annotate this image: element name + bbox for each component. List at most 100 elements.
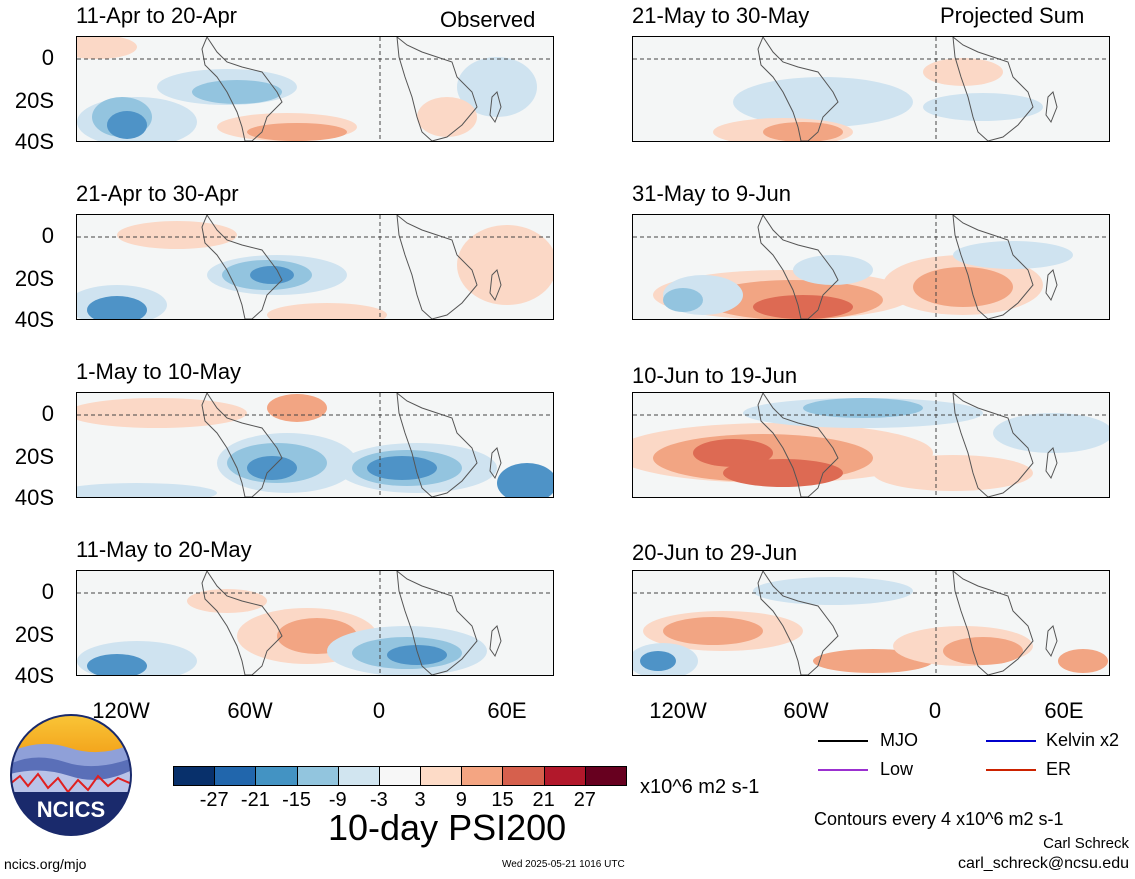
- panel-title-1: 11-Apr to 20-Apr: [76, 3, 238, 28]
- contour-region: [733, 77, 913, 127]
- map-panel-3: [76, 392, 554, 498]
- coastline: [489, 269, 502, 302]
- colorbar-swatch: [173, 766, 216, 786]
- colorbar-swatch: [502, 766, 545, 786]
- lon-label-60e: 60E: [1044, 698, 1084, 723]
- lat-label-20s: 20S: [14, 444, 54, 469]
- contour-region: [993, 413, 1109, 453]
- contour-region: [77, 483, 217, 497]
- coastline: [396, 215, 478, 319]
- colorbar-swatch: [378, 766, 422, 786]
- coastline: [757, 571, 839, 675]
- ncics-logo: NCICS: [10, 714, 132, 836]
- coastline: [1045, 447, 1058, 480]
- colorbar-swatch: [543, 766, 586, 786]
- lat-label-0: 0: [41, 579, 54, 604]
- contour-map: [77, 393, 553, 497]
- lon-label-60e: 60E: [487, 698, 527, 723]
- lat-label-0: 0: [41, 401, 54, 426]
- coastline: [396, 571, 478, 675]
- main-title: 10-day PSI200: [328, 807, 567, 848]
- colorbar: [173, 766, 627, 786]
- panel-title-8: 20-Jun to 29-Jun: [632, 540, 798, 565]
- coastline: [396, 37, 478, 141]
- lat-label-40s: 40S: [14, 307, 54, 332]
- map-panel-1: [76, 36, 554, 142]
- coastline: [1045, 91, 1058, 124]
- colorbar-tick-label: -3: [370, 789, 388, 811]
- colorbar-swatch: [255, 766, 298, 786]
- contour-note: Contours every 4 x10^6 m2 s-1: [814, 809, 1064, 829]
- contour-region: [192, 80, 282, 104]
- contour-region: [693, 439, 773, 467]
- contour-map: [633, 571, 1109, 675]
- legend-label-mjo: MJO: [880, 730, 918, 750]
- panel-title-6: 31-May to 9-Jun: [632, 181, 791, 206]
- coastline: [757, 393, 839, 497]
- coastline: [952, 215, 1034, 319]
- coastline: [489, 447, 502, 480]
- coastline: [201, 37, 283, 141]
- contour-region: [187, 589, 267, 613]
- lon-label-60w: 60W: [783, 698, 829, 723]
- contour-map: [633, 215, 1109, 319]
- lat-label-20s: 20S: [14, 266, 54, 291]
- projected-sum-heading: Projected Sum: [940, 3, 1085, 28]
- panel-title-2: 21-Apr to 30-Apr: [76, 181, 239, 206]
- lat-label-40s: 40S: [14, 485, 54, 510]
- contour-map: [633, 37, 1109, 141]
- colorbar-swatch: [296, 766, 339, 786]
- colorbar-tick-label: 21: [532, 789, 555, 811]
- map-panel-7: [632, 392, 1110, 498]
- lat-label-20s: 20S: [14, 88, 54, 113]
- contour-region: [87, 654, 147, 675]
- contour-region: [250, 266, 294, 284]
- contour-region: [387, 645, 447, 665]
- contour-region: [753, 295, 853, 319]
- site-url: ncics.org/mjo: [4, 856, 87, 872]
- legend-line-er: [986, 769, 1036, 771]
- lon-label-120w: 120W: [649, 698, 707, 723]
- legend-line-kelvin: [986, 740, 1036, 742]
- lon-label-0: 0: [372, 698, 386, 723]
- coastline: [489, 625, 502, 658]
- coastline: [952, 393, 1034, 497]
- contour-region: [943, 637, 1023, 665]
- contour-region: [267, 303, 387, 319]
- contour-region: [87, 296, 147, 319]
- contour-map: [77, 571, 553, 675]
- colorbar-tick-label: 3: [414, 789, 426, 811]
- contour-region: [923, 58, 1003, 86]
- coastline: [489, 91, 502, 124]
- colorbar-swatch: [420, 766, 463, 786]
- contour-map: [77, 37, 553, 141]
- lon-label-0: 0: [928, 698, 942, 723]
- legend-label-kelvin: Kelvin x2: [1046, 730, 1120, 750]
- legend-line-mjo: [818, 740, 868, 742]
- colorbar-swatch: [584, 766, 627, 786]
- contour-region: [640, 651, 676, 671]
- contour-region: [457, 225, 553, 305]
- panel-title-7: 10-Jun to 19-Jun: [632, 363, 798, 388]
- map-panel-2: [76, 214, 554, 320]
- contour-region: [107, 111, 147, 139]
- lon-label-60w: 60W: [227, 698, 273, 723]
- lat-label-0: 0: [41, 223, 54, 248]
- contour-region: [497, 463, 553, 497]
- contour-region: [663, 617, 763, 645]
- colorbar-tick-label: 27: [573, 789, 596, 811]
- lon-label-120w: 120W: [92, 698, 150, 723]
- contour-region: [267, 394, 327, 422]
- coastline: [1045, 625, 1058, 658]
- colorbar-tick-label: 15: [491, 789, 514, 811]
- contour-region: [417, 97, 477, 137]
- map-panel-5: [632, 36, 1110, 142]
- contour-region: [367, 456, 437, 480]
- contour-region: [723, 459, 843, 487]
- colorbar-tick-label: -9: [328, 789, 347, 811]
- contour-region: [873, 455, 1033, 491]
- coastline: [201, 571, 283, 675]
- contour-region: [247, 123, 347, 141]
- contour-region: [457, 57, 537, 117]
- lat-label-0: 0: [41, 45, 54, 70]
